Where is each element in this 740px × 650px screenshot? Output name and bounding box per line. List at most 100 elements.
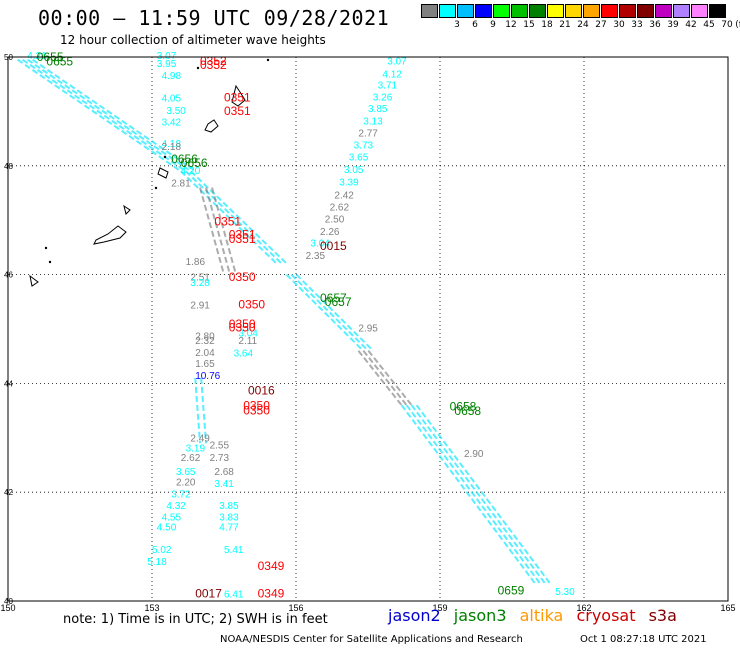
wave-height-label: 3.73: [354, 140, 374, 151]
color-scale-label: 42: [685, 20, 697, 30]
color-scale-label: 21: [559, 20, 571, 30]
wave-height-label: 6.41: [224, 590, 244, 601]
track-label-band: [27, 58, 192, 173]
track-label-band: [405, 404, 542, 586]
wave-height-label: 3.39: [339, 177, 359, 188]
color-scale-label: 39: [667, 20, 679, 30]
color-swatch: [691, 4, 708, 18]
pass-time-label: 0351: [229, 228, 256, 242]
lon-tick-label: 159: [432, 603, 447, 613]
pass-time-label: 0655: [46, 55, 73, 69]
wave-height-labels: 4.21 3.073.954.984.053.503.424.182.184.20…: [27, 51, 575, 601]
color-scale-label: 9: [490, 20, 496, 30]
pass-time-label: 0016: [248, 383, 275, 397]
wave-height-label: 4.55: [162, 512, 182, 523]
color-swatch: [475, 4, 492, 18]
wave-height-label: 2.91: [190, 300, 210, 311]
color-scale-label: 12: [505, 20, 517, 30]
wave-height-label: 5.02: [152, 545, 172, 556]
color-swatch: [511, 4, 528, 18]
island-kuril-2: [204, 119, 219, 133]
island-kuril-4: [93, 225, 127, 245]
satellite-tracks: [17, 58, 552, 586]
wave-height-label: 5.41: [224, 545, 244, 556]
mission-jason2: jason2: [388, 606, 441, 625]
pass-time-label: 0351: [214, 215, 241, 229]
track-label-band: [185, 170, 283, 265]
wave-height-label: 1.86: [186, 257, 206, 268]
pass-time-label: 0349: [258, 559, 285, 573]
wave-height-label: 3.05: [344, 165, 364, 176]
wave-height-label: 10.76: [195, 371, 220, 382]
wave-height-label: 2.81: [171, 178, 191, 189]
wave-height-label: 3.41: [214, 479, 234, 490]
color-scale-label: 30: [613, 20, 625, 30]
wave-height-label: 4.12: [382, 70, 402, 81]
lon-tick-label: 153: [144, 603, 159, 613]
track-label-band: [362, 350, 408, 406]
color-scale-label: 3: [454, 20, 460, 30]
color-scale-unit: (ft): [735, 20, 740, 30]
wave-height-label: 4.20: [181, 166, 201, 177]
island-kuril-1: [231, 84, 246, 107]
pass-time-label: 0351: [224, 91, 251, 105]
map-subtitle: 12 hour collection of altimeter wave hei…: [60, 33, 326, 47]
wave-height-label: 4.05: [162, 94, 182, 105]
lat-tick-label: 44: [4, 379, 13, 388]
wave-height-label: 2.11: [238, 336, 257, 347]
track-label-band: [180, 170, 278, 265]
lon-tick-label: 162: [576, 603, 591, 613]
color-scale-label: 33: [631, 20, 643, 30]
wave-height-label: 3.26: [373, 93, 393, 104]
wave-height-label: 2.42: [334, 190, 354, 201]
lon-tick-label: 165: [720, 603, 735, 613]
pass-time-label: 0349: [258, 587, 285, 601]
wave-height-label: 3.85: [219, 501, 239, 512]
wave-height-label: 2.18: [162, 142, 182, 153]
wave-height-label: 2.80: [195, 331, 215, 342]
wave-height-label: 2.49: [190, 434, 210, 445]
wave-height-label: 3.42: [162, 118, 182, 129]
track-label-band: [400, 404, 537, 586]
wave-height-label: 2.50: [325, 214, 345, 225]
color-swatch: [637, 4, 654, 18]
color-swatch: [709, 4, 726, 18]
island-kuril-5: [123, 204, 131, 215]
color-scale-label: 36: [649, 20, 661, 30]
generated-timestamp: Oct 1 08:27:18 UTC 2021: [580, 634, 707, 645]
color-swatch: [493, 4, 510, 18]
map-title: 00:00 – 11:59 UTC 09/28/2021: [38, 6, 390, 30]
map-frame: [7, 56, 729, 602]
track-label-band: [285, 273, 364, 352]
color-swatch: [439, 4, 456, 18]
track-label-band: [410, 404, 547, 586]
color-swatch: [565, 4, 582, 18]
pass-time-label: 0656: [171, 152, 198, 166]
color-swatch: [421, 4, 438, 18]
credit-line: NOAA/NESDIS Center for Satellite Applica…: [220, 634, 740, 645]
track-label-band: [194, 377, 201, 444]
pass-time-label: 0657: [320, 291, 347, 305]
wave-height-label: 2.35: [306, 251, 326, 262]
wave-height-label: 3.72: [171, 490, 191, 501]
track-label-band: [211, 187, 237, 275]
color-swatch: [619, 4, 636, 18]
mission-legend: jason2 jason3 altika cryosat s3a: [388, 606, 685, 625]
mission-cryosat: cryosat: [576, 606, 636, 625]
track-label-band: [290, 273, 369, 352]
wave-height-label: 3.71: [378, 81, 398, 92]
wave-height-label: 3.95: [157, 59, 177, 70]
pass-time-label: 0658: [454, 404, 481, 418]
wave-height-label: 3.65: [349, 152, 369, 163]
lon-tick-label: 156: [288, 603, 303, 613]
color-scale-label: 6: [472, 20, 478, 30]
lat-tick-label: 46: [4, 271, 13, 280]
color-swatch: [457, 4, 474, 18]
pass-time-label: 0657: [325, 295, 352, 309]
wave-height-label: 4.50: [157, 522, 177, 533]
note-text: note: 1) Time is in UTC; 2) SWH is in fe…: [63, 612, 328, 627]
island-kuril-6: [29, 274, 39, 287]
wave-height-label: 5.18: [147, 557, 167, 568]
